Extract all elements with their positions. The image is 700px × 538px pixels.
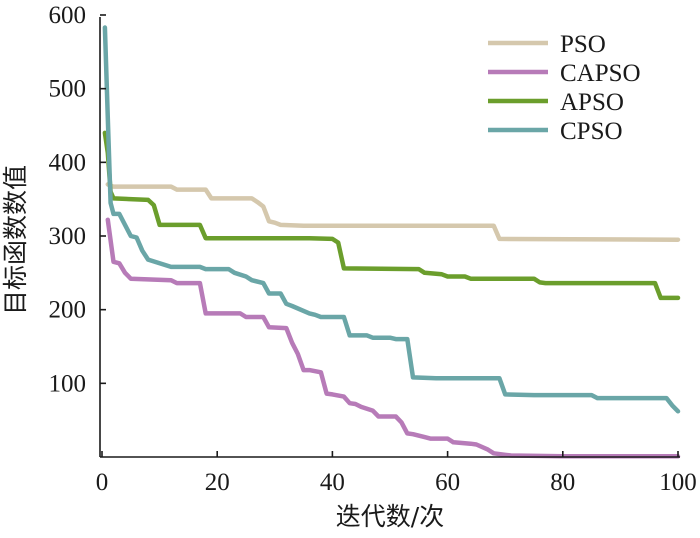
y-axis-label: 目标函数数值	[1, 165, 30, 315]
y-ticks: 100 200 300 400 500 600	[49, 2, 106, 397]
y-tick-label: 300	[49, 223, 87, 250]
legend-label-capso: CAPSO	[560, 60, 641, 87]
y-tick-label: 200	[49, 297, 87, 324]
x-axis-label: 迭代数/次	[336, 502, 444, 531]
x-tick-label: 80	[550, 469, 575, 496]
plot-lines	[102, 25, 681, 459]
x-tick-label: 0	[96, 469, 109, 496]
y-tick-label: 100	[49, 370, 87, 397]
y-tick-label: 500	[49, 76, 87, 103]
y-tick-label: 600	[49, 2, 87, 29]
x-tick-label: 20	[205, 469, 230, 496]
x-ticks: 0 20 40 60 80 100	[96, 451, 697, 496]
series-line-cpso	[102, 25, 681, 414]
series-line-capso	[105, 217, 681, 459]
x-tick-label: 100	[659, 469, 697, 496]
legend-label-pso: PSO	[560, 31, 606, 58]
x-tick-label: 40	[320, 469, 345, 496]
legend-label-apso: APSO	[560, 89, 624, 116]
x-tick-label: 60	[435, 469, 460, 496]
series-line-apso	[102, 130, 681, 301]
series-line-pso	[105, 182, 681, 242]
y-tick-label: 400	[49, 149, 87, 176]
legend-label-cpso: CPSO	[560, 118, 623, 145]
